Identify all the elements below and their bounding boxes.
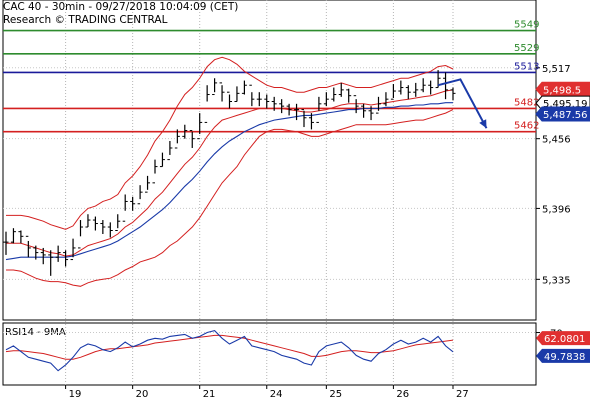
x-tick-label: 25 — [329, 389, 342, 400]
rsi-badge-label: 62.0801 — [544, 334, 585, 345]
rsi-title: RSI14 - 9MA — [5, 327, 66, 338]
level-label: 5529 — [514, 43, 539, 54]
price-badge-label: 5,495.19 — [543, 99, 588, 110]
y-tick-label: 5,517 — [542, 64, 571, 75]
price-badge: 5,487.56 — [535, 106, 590, 122]
level-label: 5482 — [514, 97, 539, 108]
level-label: 5462 — [514, 121, 539, 132]
rsi-badge-label: 49.7838 — [544, 352, 585, 363]
price-badge-label: 5,487.56 — [543, 110, 588, 121]
x-tick-label: 26 — [396, 389, 409, 400]
y-tick-label: 5,335 — [542, 275, 571, 286]
bollinger-mid-line — [6, 89, 454, 257]
price-badge-box — [535, 106, 590, 122]
price-badge-label: 5,498.5 — [543, 85, 581, 96]
rsi-plot-frame — [2, 322, 537, 386]
x-tick-label: 21 — [203, 389, 216, 400]
forecast-arrow-head — [479, 119, 487, 129]
x-tick-label: 19 — [69, 389, 82, 400]
x-tick-label: 24 — [270, 389, 283, 400]
price-badge: 5,498.5 — [535, 81, 590, 97]
bollinger-upper-line — [6, 56, 454, 230]
chart-title: CAC 40 - 30min - 09/27/2018 10:04:09 (CE… — [3, 1, 239, 13]
level-label: 5513 — [514, 61, 539, 72]
x-tick-label: 20 — [136, 389, 149, 400]
rsi-badge: 49.7838 — [536, 348, 590, 363]
y-tick-label: 5,396 — [542, 204, 571, 215]
rsi-badge-box — [536, 331, 590, 346]
forecast-arrow-line — [437, 78, 488, 129]
rsi-badge-box — [536, 348, 590, 363]
price-badge-box — [535, 81, 590, 97]
chart-source: Research © TRADING CENTRAL — [3, 14, 168, 26]
y-tick-label: 5,456 — [542, 135, 571, 146]
rsi-badge: 62.0801 — [536, 331, 590, 346]
rsi-line — [5, 329, 454, 372]
bollinger-lower-line — [6, 109, 454, 287]
main-plot-frame — [2, 0, 537, 321]
moving-average-line — [5, 102, 453, 261]
x-tick-label: 27 — [456, 389, 469, 400]
level-label: 5549 — [514, 20, 539, 31]
rsi-ma-line — [5, 334, 454, 360]
